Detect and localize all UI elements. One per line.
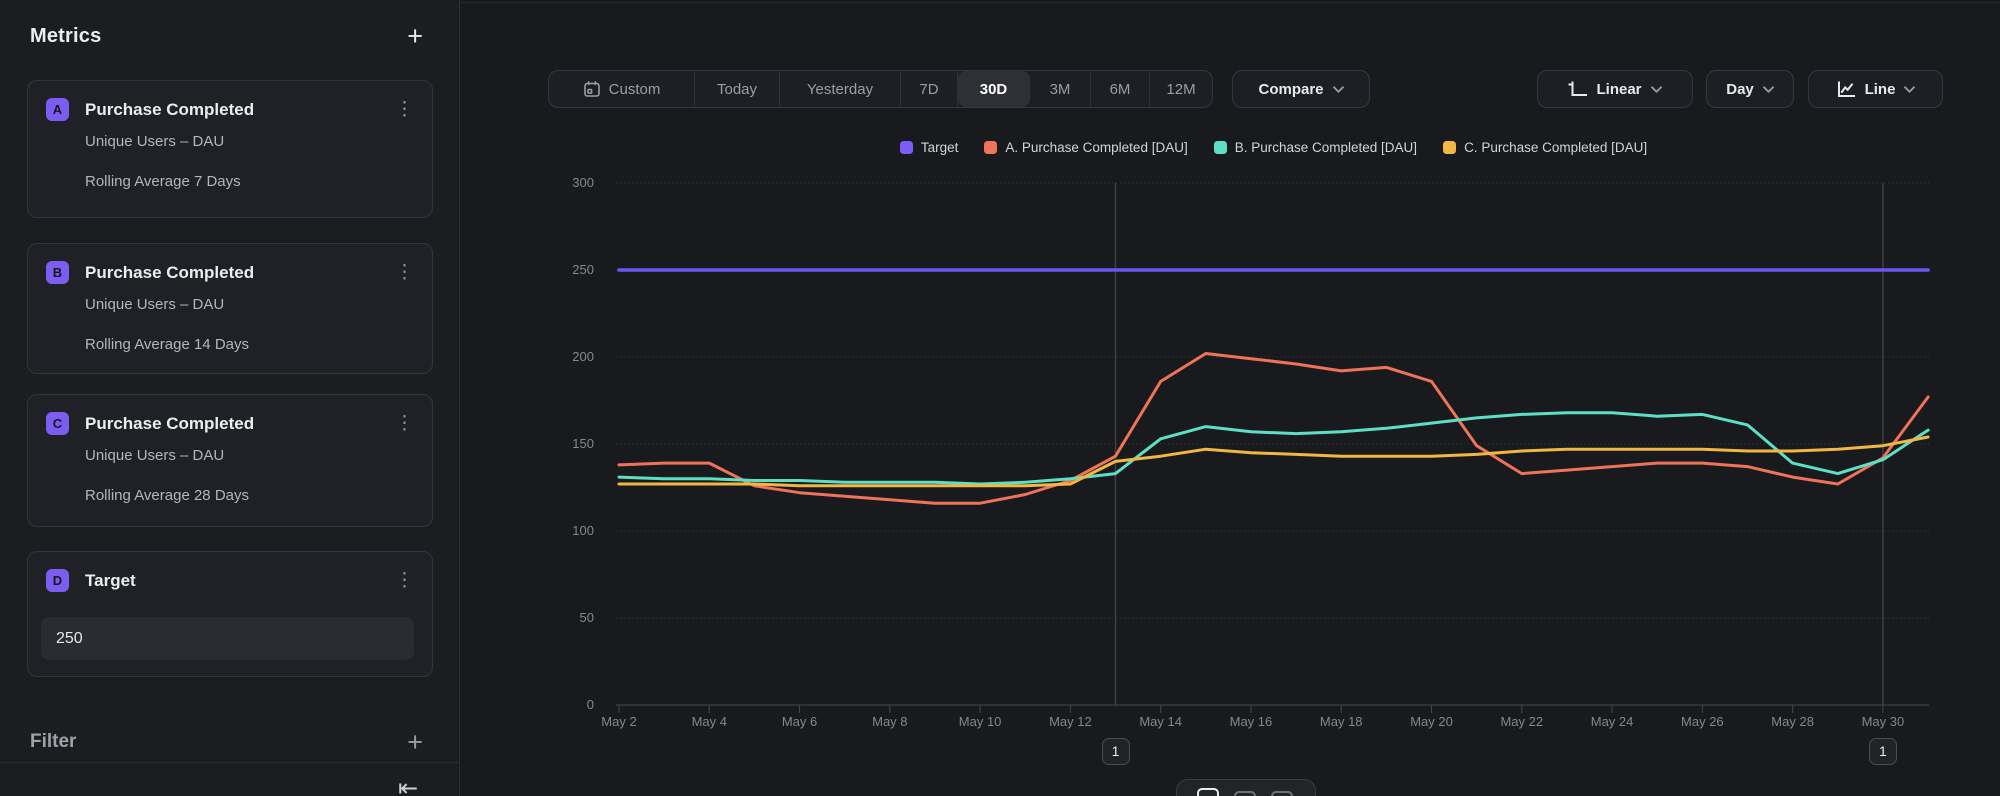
metric-card-c[interactable]: C Purchase Completed ⋮ Unique Users – DA… xyxy=(27,394,433,527)
x-tick-label: May 24 xyxy=(1567,714,1657,729)
legend-item-c[interactable]: C. Purchase Completed [DAU] xyxy=(1443,140,1647,155)
range-6m-button[interactable]: 6M xyxy=(1091,71,1150,107)
metric-measure: Unique Users – DAU xyxy=(85,296,224,313)
metric-measure: Unique Users – DAU xyxy=(85,447,224,464)
y-tick-label: 50 xyxy=(534,609,594,627)
x-tick-label: May 12 xyxy=(1025,714,1115,729)
view-mode-1-icon[interactable] xyxy=(1197,788,1221,796)
range-3m-button[interactable]: 3M xyxy=(1030,71,1091,107)
range-custom-button[interactable]: Custom xyxy=(549,71,695,107)
chevron-down-icon xyxy=(1333,86,1344,93)
metric-title: Purchase Completed xyxy=(85,100,391,120)
metric-rolling-average: Rolling Average 14 Days xyxy=(85,336,249,353)
range-today-button[interactable]: Today xyxy=(695,71,780,107)
chevron-down-icon xyxy=(1904,86,1915,93)
y-tick-label: 100 xyxy=(534,522,594,540)
scale-selector-button[interactable]: Linear xyxy=(1537,70,1693,108)
view-mode-2-icon[interactable] xyxy=(1234,788,1258,796)
range-30d-button[interactable]: 30D xyxy=(958,71,1030,107)
x-tick-label: May 8 xyxy=(845,714,935,729)
metric-measure: Unique Users – DAU xyxy=(85,133,224,150)
target-title: Target xyxy=(85,571,391,591)
chevron-down-icon xyxy=(1763,86,1774,93)
x-tick-label: May 20 xyxy=(1387,714,1477,729)
y-tick-label: 250 xyxy=(534,261,594,279)
x-tick-label: May 14 xyxy=(1116,714,1206,729)
kebab-menu-icon[interactable]: ⋮ xyxy=(391,571,418,590)
chevron-down-icon xyxy=(1651,86,1662,93)
metric-title: Purchase Completed xyxy=(85,263,391,283)
annotation-badge[interactable]: 1 xyxy=(1102,738,1130,765)
chart-panel: Custom Today Yesterday 7D 30D 3M 6M 12M … xyxy=(461,0,2000,796)
chart-type-selector-button[interactable]: Line xyxy=(1808,70,1943,108)
metric-rolling-average: Rolling Average 28 Days xyxy=(85,487,249,504)
metrics-sidebar: Metrics + A Purchase Completed ⋮ Unique … xyxy=(0,0,460,796)
axis-scale-icon xyxy=(1568,81,1587,98)
target-card[interactable]: D Target ⋮ xyxy=(27,551,433,677)
metric-badge-a: A xyxy=(46,98,69,121)
kebab-menu-icon[interactable]: ⋮ xyxy=(391,414,418,433)
range-yesterday-button[interactable]: Yesterday xyxy=(780,71,901,107)
y-tick-label: 200 xyxy=(534,348,594,366)
kebab-menu-icon[interactable]: ⋮ xyxy=(391,100,418,119)
target-value-input[interactable] xyxy=(41,617,414,660)
sidebar-divider xyxy=(0,762,460,763)
range-7d-button[interactable]: 7D xyxy=(901,71,958,107)
metric-card-b[interactable]: B Purchase Completed ⋮ Unique Users – DA… xyxy=(27,243,433,374)
collapse-sidebar-icon[interactable]: ⇤ xyxy=(398,774,418,796)
metric-badge-b: B xyxy=(46,261,69,284)
line-chart-icon xyxy=(1836,81,1856,98)
x-tick-label: May 26 xyxy=(1657,714,1747,729)
legend-swatch xyxy=(1443,141,1456,154)
legend-item-a[interactable]: A. Purchase Completed [DAU] xyxy=(984,140,1187,155)
metric-title: Purchase Completed xyxy=(85,414,391,434)
x-tick-label: May 4 xyxy=(664,714,754,729)
calendar-icon xyxy=(583,80,601,98)
chart-canvas xyxy=(616,165,1931,725)
legend-swatch xyxy=(984,141,997,154)
y-tick-label: 0 xyxy=(534,696,594,714)
metrics-header: Metrics + xyxy=(30,22,423,50)
kebab-menu-icon[interactable]: ⋮ xyxy=(391,263,418,282)
legend-swatch xyxy=(1214,141,1227,154)
compare-button[interactable]: Compare xyxy=(1232,70,1370,108)
metrics-title: Metrics xyxy=(30,25,101,48)
add-filter-button[interactable]: + xyxy=(407,732,423,752)
range-12m-button[interactable]: 12M xyxy=(1150,71,1212,107)
chart-legend: Target A. Purchase Completed [DAU] B. Pu… xyxy=(616,140,1931,155)
filter-title: Filter xyxy=(30,731,76,753)
x-tick-label: May 22 xyxy=(1477,714,1567,729)
view-switcher xyxy=(1176,779,1316,796)
line-chart[interactable] xyxy=(616,165,1931,725)
filter-section: Filter + xyxy=(30,728,423,756)
x-tick-label: May 16 xyxy=(1206,714,1296,729)
metric-badge-d: D xyxy=(46,569,69,592)
add-metric-button[interactable]: + xyxy=(407,26,423,46)
granularity-selector-button[interactable]: Day xyxy=(1706,70,1794,108)
x-tick-label: May 18 xyxy=(1296,714,1386,729)
annotation-badge[interactable]: 1 xyxy=(1869,738,1897,765)
legend-swatch xyxy=(900,141,913,154)
metric-rolling-average: Rolling Average 7 Days xyxy=(85,173,241,190)
x-tick-label: May 10 xyxy=(935,714,1025,729)
y-tick-label: 150 xyxy=(534,435,594,453)
y-tick-label: 300 xyxy=(534,174,594,192)
metric-badge-c: C xyxy=(46,412,69,435)
legend-item-b[interactable]: B. Purchase Completed [DAU] xyxy=(1214,140,1417,155)
metric-card-a[interactable]: A Purchase Completed ⋮ Unique Users – DA… xyxy=(27,80,433,218)
x-tick-label: May 2 xyxy=(574,714,664,729)
view-mode-3-icon[interactable] xyxy=(1271,788,1295,796)
date-range-control: Custom Today Yesterday 7D 30D 3M 6M 12M xyxy=(548,70,1213,108)
panel-top-border xyxy=(461,2,2000,3)
x-tick-label: May 30 xyxy=(1838,714,1928,729)
x-tick-label: May 28 xyxy=(1748,714,1838,729)
x-tick-label: May 6 xyxy=(755,714,845,729)
legend-item-target[interactable]: Target xyxy=(900,140,959,155)
